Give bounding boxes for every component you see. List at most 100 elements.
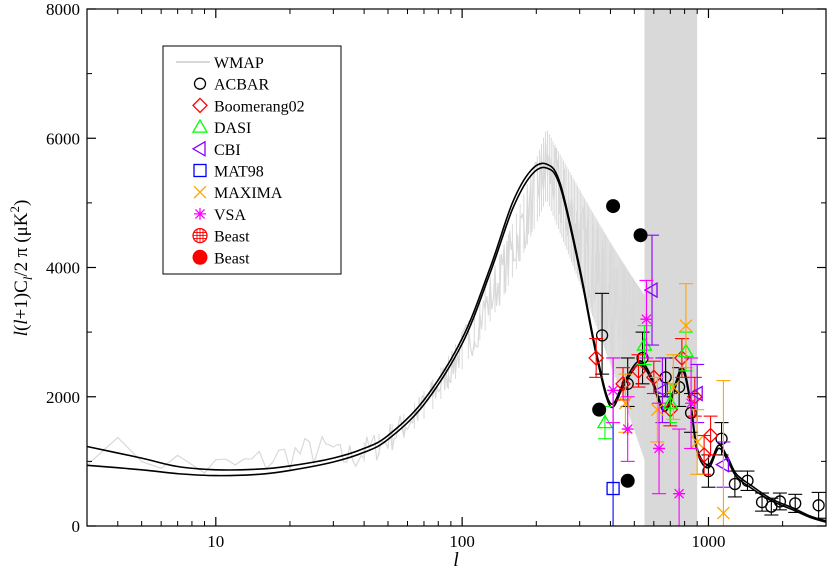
point-maxima-4-shape [679,319,693,333]
point-boomerang-8 [696,446,713,463]
y-label-l2: l [11,319,32,324]
legend-marker-beast_filled-shape [192,249,208,265]
point-mat98-1-shape [606,481,620,496]
legend-marker-maxima-shape [193,185,207,199]
point-beast_filled-4 [633,228,648,243]
point-boomerang-3-errorbar [631,354,646,388]
point-maxima-6 [716,506,730,520]
point-cbi-2-shape [654,382,669,399]
legend-label-boomerang: Boomerang02 [214,98,305,115]
legend-entry-mat98: MAT98 [193,163,264,181]
point-maxima-1-shape [618,396,632,410]
point-acbar-15 [812,499,825,512]
point-cbi-3 [688,385,703,402]
x-tick-label: 100 [449,532,475,551]
point-acbar-1-errorbar [595,292,610,375]
point-vsa-2 [621,423,634,436]
point-acbar-7 [702,464,715,478]
point-vsa-1 [607,384,620,397]
y-label-sup: 2 [7,206,22,213]
legend: WMAP ACBAR Boomerang02 DASI CBI MAT98 MAXIMA VS… [162,45,342,275]
point-vsa-5-errorbar [672,428,687,526]
legend-entry-wmap: WMAP [176,55,264,72]
data-points [491,199,826,526]
y-label-post: /2 π (μK [11,212,32,276]
point-cbi-2 [654,382,669,399]
legend-label-beast_grid: Beast [214,229,250,246]
point-acbar-7-shape [702,464,715,478]
point-vsa-2-shape [621,423,634,436]
legend-marker-mat98 [193,163,207,178]
point-maxima-6-errorbar [716,380,731,526]
y-tick-label: 6000 [46,129,80,148]
x-tick-label: 1000 [691,532,725,551]
point-acbar-14 [789,497,802,510]
point-boomerang-2-shape [615,375,631,392]
point-vsa-5-shape [673,487,686,500]
point-vsa-6-shape [685,397,698,410]
point-cbi-3-shape [688,385,703,402]
point-dasi-1 [596,414,614,429]
point-boomerang-3 [630,362,647,379]
legend-marker-vsa [194,207,206,220]
y-label-end: ) [11,200,32,206]
point-boomerang-2 [615,375,631,392]
point-dasi-1-shape [596,414,614,429]
point-beast_filled-2 [606,199,621,214]
point-maxima-3 [666,380,680,394]
point-beast_grid-3-ring [553,290,567,304]
legend-label-vsa: VSA [214,207,246,224]
wmap-high-l-band [644,9,698,526]
legend-marker-cbi [191,140,206,157]
point-boomerang-4 [645,369,662,386]
point-cbi-4 [715,456,730,473]
point-maxima-5-shape [690,435,704,449]
legend-marker-mat98-shape [193,163,207,178]
legend-entry-beast_filled: Beast [192,249,250,267]
point-beast_grid-3-grid [553,289,568,304]
y-label-c: +1)C [11,280,32,319]
legend-marker-boomerang-shape [192,97,208,114]
point-beast_filled-1-shape [592,402,607,417]
legend-entry-vsa: VSA [194,207,246,224]
legend-marker-acbar-shape [193,77,207,90]
point-acbar-8 [715,432,728,445]
point-vsa-3-shape [640,313,653,326]
legend-label-wmap: WMAP [214,55,264,72]
point-beast_grid-3-errorbar [553,261,567,332]
legend-entry-beast_grid: Beast [192,227,250,246]
legend-marker-cbi-shape [191,140,206,157]
legend-marker-maxima [193,185,207,199]
point-boomerang-1-errorbar [589,338,604,378]
point-vsa-6 [685,397,698,410]
legend-entry-cbi: CBI [191,140,241,159]
y-tick-label: 2000 [46,388,80,407]
x-tick-label: 10 [207,532,224,551]
legend-marker-dasi-shape [191,118,209,133]
point-acbar-9-errorbar [727,470,742,498]
point-maxima-2-shape [650,403,664,417]
point-beast_filled-3 [620,473,635,488]
point-maxima-4 [679,319,693,333]
series-beast_filled [592,199,648,488]
point-boomerang-3-shape [630,362,647,379]
y-label-paren: ( [11,325,32,331]
legend-label-dasi: DASI [214,120,251,137]
point-beast_filled-3-shape [620,473,635,488]
point-dasi-2-shape [636,336,653,351]
point-acbar-13 [773,495,787,508]
legend-entry-boomerang: Boomerang02 [192,97,305,115]
svg-text:l(l+1)Cl/2 π (μK2): l(l+1)Cl/2 π (μK2) [7,200,35,337]
point-acbar-2-shape [621,377,634,390]
point-boomerang-8-shape [696,446,713,463]
point-cbi-1-shape [643,281,658,299]
point-beast_grid-3 [553,289,568,304]
point-maxima-1 [618,396,632,410]
legend-marker-beast_grid [192,227,208,244]
legend-label-acbar: ACBAR [214,77,269,94]
y-tick-label: 8000 [46,0,80,19]
legend-entry-acbar: ACBAR [193,77,269,94]
series-maxima [618,283,731,526]
